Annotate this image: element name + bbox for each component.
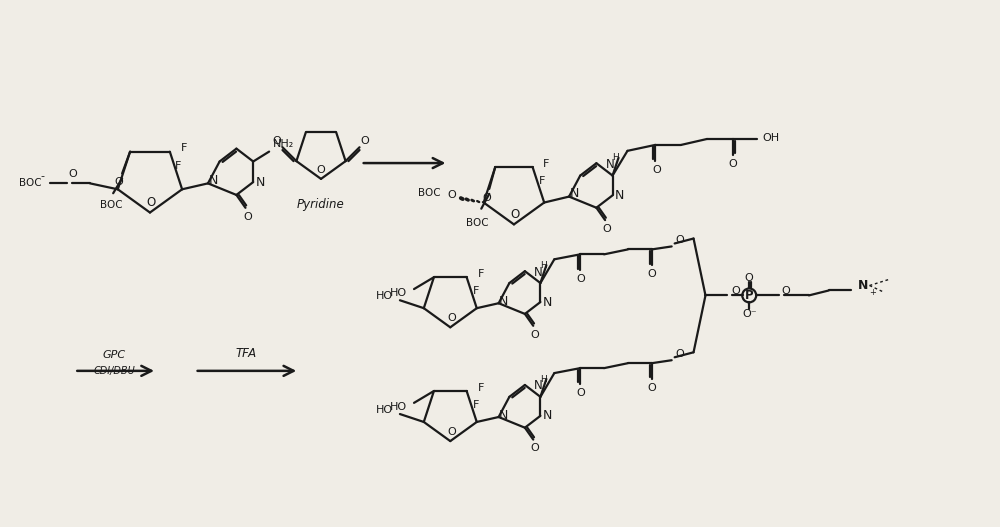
Text: O: O bbox=[482, 193, 491, 203]
Text: N: N bbox=[208, 174, 218, 187]
Text: O: O bbox=[447, 190, 456, 200]
Text: F: F bbox=[472, 286, 479, 296]
Text: N: N bbox=[857, 279, 868, 292]
Text: O: O bbox=[447, 314, 456, 324]
Text: O: O bbox=[731, 287, 740, 297]
Text: O⁻: O⁻ bbox=[742, 309, 757, 319]
Text: O: O bbox=[272, 136, 281, 147]
Text: O: O bbox=[577, 388, 586, 398]
Text: F: F bbox=[538, 176, 545, 186]
Text: O: O bbox=[243, 212, 252, 222]
Text: TFA: TFA bbox=[236, 347, 257, 359]
Text: CDI/DBU: CDI/DBU bbox=[93, 366, 135, 376]
Text: Pyridine: Pyridine bbox=[297, 198, 345, 211]
Text: N: N bbox=[499, 408, 508, 422]
Text: O: O bbox=[647, 383, 656, 393]
Text: HO: HO bbox=[390, 288, 407, 298]
Text: O: O bbox=[69, 170, 77, 180]
Circle shape bbox=[742, 288, 756, 302]
Text: O: O bbox=[577, 274, 586, 284]
Text: O: O bbox=[146, 196, 156, 209]
Text: O: O bbox=[317, 165, 325, 175]
Text: O: O bbox=[675, 349, 684, 359]
Text: O: O bbox=[729, 159, 737, 169]
Text: N: N bbox=[534, 379, 543, 393]
Text: N: N bbox=[543, 296, 552, 308]
Text: O: O bbox=[603, 224, 611, 234]
Text: BOC: BOC bbox=[19, 178, 42, 188]
Text: F: F bbox=[477, 383, 484, 393]
Text: O: O bbox=[745, 272, 754, 282]
Text: BOC: BOC bbox=[466, 218, 489, 228]
Text: N: N bbox=[543, 409, 552, 422]
Text: F: F bbox=[477, 269, 484, 279]
Text: N: N bbox=[499, 295, 508, 308]
Text: NH₂: NH₂ bbox=[272, 139, 294, 149]
Text: O: O bbox=[447, 427, 456, 437]
Text: BOC: BOC bbox=[100, 200, 122, 210]
Text: F: F bbox=[175, 161, 181, 171]
Text: F: F bbox=[472, 400, 479, 410]
Text: HO: HO bbox=[390, 402, 407, 412]
Text: N: N bbox=[606, 158, 615, 171]
Text: O: O bbox=[647, 269, 656, 279]
Text: N: N bbox=[569, 187, 579, 200]
Text: +: + bbox=[869, 288, 876, 297]
Text: HO: HO bbox=[375, 291, 393, 301]
Text: N: N bbox=[255, 175, 265, 189]
Text: O: O bbox=[360, 136, 369, 147]
Text: N: N bbox=[615, 189, 624, 202]
Text: O: O bbox=[531, 330, 540, 340]
Text: O: O bbox=[652, 164, 661, 174]
Text: H: H bbox=[612, 153, 619, 162]
Text: HO: HO bbox=[375, 405, 393, 415]
Text: OH: OH bbox=[762, 133, 779, 143]
Text: -: - bbox=[40, 171, 44, 181]
Text: O: O bbox=[531, 444, 540, 453]
Text: O: O bbox=[115, 178, 124, 188]
Text: H: H bbox=[540, 375, 547, 384]
Text: BOC: BOC bbox=[418, 188, 440, 198]
Text: P: P bbox=[745, 289, 754, 302]
Text: H: H bbox=[540, 261, 547, 270]
Text: O: O bbox=[782, 287, 790, 297]
Text: F: F bbox=[181, 143, 187, 153]
Text: N: N bbox=[534, 266, 543, 279]
Text: F: F bbox=[543, 159, 550, 169]
Text: O: O bbox=[510, 208, 520, 221]
Text: O: O bbox=[675, 236, 684, 246]
Text: GPC: GPC bbox=[103, 350, 126, 360]
